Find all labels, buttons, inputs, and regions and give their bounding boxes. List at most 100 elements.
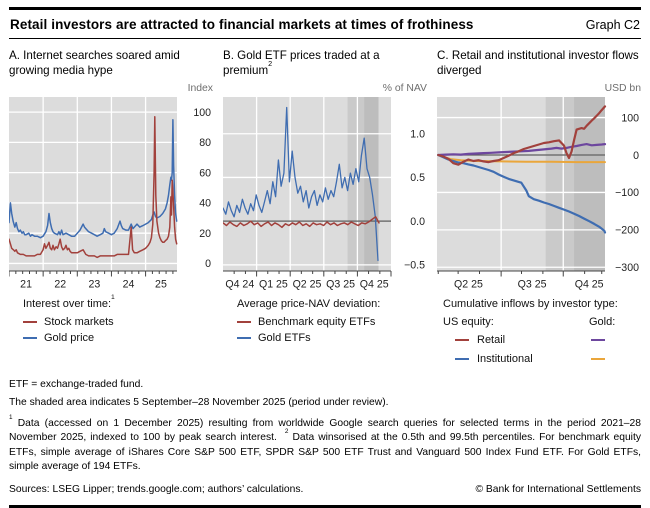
panel-c-title: C. Retail and institutional investor flo…: [437, 48, 641, 79]
etf-definition-note: ETF = exchange-traded fund.: [9, 379, 144, 390]
benchmark-equity-etfs-swatch: [237, 320, 251, 323]
panel-a-legend: Interest over time:1 Stock markets Gold …: [23, 294, 213, 347]
footnotes-paragraph: 1 Data (accessed on 1 December 2025) res…: [9, 413, 641, 475]
gold-price-swatch: [23, 337, 37, 340]
sources-row: Sources: LSEG Lipper; trends.google.com;…: [9, 483, 641, 497]
gold-institutional-swatch: [591, 357, 605, 360]
series-benchmark-equity-etfs: [223, 216, 380, 229]
us-equity-retail-swatch: [455, 339, 469, 342]
shaded-review-period: [347, 97, 365, 271]
panel-b-legend: Average price-NAV deviation: Benchmark e…: [237, 296, 427, 347]
y-axis-tick-label: 0.0: [410, 216, 425, 228]
panels-container: A. Internet searches soared amid growing…: [9, 48, 641, 367]
copyright-text: © Bank for International Settlements: [475, 484, 641, 496]
footnote-2-marker: 2: [284, 427, 289, 435]
title-row: Retail investors are attracted to financ…: [9, 10, 641, 38]
y-axis-tick-label: 20: [199, 228, 211, 240]
x-axis-tick-label: Q4 25: [575, 279, 604, 291]
x-axis-tick-label: Q1 25: [259, 279, 288, 291]
title-divider: [9, 38, 641, 39]
retail-label: Retail: [477, 334, 506, 346]
y-axis-tick-label: −200: [615, 225, 639, 237]
shaded-review-period: [574, 97, 605, 271]
y-axis-tick-label: −300: [615, 262, 639, 274]
y-axis-tick-label: −100: [615, 187, 639, 199]
panel-b-title-sup: 2: [268, 58, 273, 68]
panel-a-legend-header-text: Interest over time:: [23, 298, 112, 310]
panel-b-legend-header-text: Average price-NAV deviation:: [237, 298, 381, 310]
y-axis-tick-label: 1.0: [410, 129, 425, 141]
panel-c-title-text: C. Retail and institutional investor flo…: [437, 49, 639, 78]
bottom-rule: [9, 504, 641, 508]
x-axis-tick-label: Q3 25: [326, 279, 355, 291]
footnote-2-text: Data winsorised at the 0.5th and 99.5th …: [9, 432, 641, 473]
graph-number: Graph C2: [585, 18, 640, 32]
panel-b-unit-label: % of NAV: [382, 83, 427, 94]
series-stock-markets: [9, 115, 178, 259]
panel-b-chart: −0.5 0.0 0.5 1.0 Q4 24 Q1 25 Q2 25 Q3 25 Q4 25: [223, 97, 425, 291]
footnote-1-text: Data (accessed on 1 December 2025) resul…: [9, 417, 641, 444]
graph-sheet: Retail investors are attracted to financ…: [9, 7, 641, 508]
series-us-equity-institutional: [437, 153, 607, 234]
y-axis-tick-label: 80: [199, 137, 211, 149]
legend-item-stock-markets: Stock markets: [23, 314, 213, 331]
panel-a-title: A. Internet searches soared amid growing…: [9, 48, 213, 79]
x-axis-tick-label: Q2 25: [454, 279, 483, 291]
y-axis-tick-label: 0.5: [410, 172, 425, 184]
us-equity-column-header: US equity:: [443, 315, 494, 328]
gold-column-header: Gold:: [589, 315, 616, 328]
x-axis-tick-label: Q4 24: [225, 279, 254, 291]
series-gold-etfs: [223, 106, 379, 262]
gold-etfs-label: Gold ETFs: [258, 332, 311, 344]
series-us-equity-retail: [437, 105, 607, 166]
panel-b-legend-header: Average price-NAV deviation:: [237, 296, 427, 313]
panel-c-legend-header: Cumulative inflows by investor type:: [443, 298, 618, 310]
series-gold-retail: [437, 142, 607, 157]
gold-retail-swatch: [591, 339, 605, 342]
legend-item-benchmark-equity-etfs: Benchmark equity ETFs: [237, 314, 427, 331]
x-axis-tick-label: 24: [123, 279, 135, 291]
top-rule: [9, 7, 641, 10]
stock-markets-swatch: [23, 320, 37, 323]
y-axis-tick-label: 0: [205, 258, 211, 270]
institutional-label: Institutional: [477, 352, 533, 365]
x-axis-tick-label: Q4 25: [360, 279, 389, 291]
panel-a-unit-label: Index: [187, 83, 213, 94]
panel-c-chart: −300 −200 −100 0 100 Q2 25 Q3 25 Q4 25: [437, 97, 639, 291]
panel-c: C. Retail and institutional investor flo…: [437, 48, 641, 367]
panel-a-title-text: A. Internet searches soared amid growing…: [9, 49, 180, 78]
gold-etfs-swatch: [237, 337, 251, 340]
panel-a-legend-header: Interest over time:1: [23, 294, 213, 313]
y-axis-tick-label: 100: [621, 112, 639, 124]
panel-a-legend-header-sup: 1: [111, 294, 115, 302]
shaded-review-period: [545, 97, 575, 271]
x-axis-tick-label: Q3 25: [518, 279, 547, 291]
y-axis-tick-label: 40: [199, 198, 211, 210]
panel-a: A. Internet searches soared amid growing…: [9, 48, 213, 367]
x-axis-tick-label: Q2 25: [293, 279, 322, 291]
y-axis-tick-label: 0: [633, 150, 639, 162]
benchmark-equity-etfs-label: Benchmark equity ETFs: [258, 315, 376, 328]
panel-a-chart: 0 20 40 60 80 100 21 22 23 24 25: [9, 97, 211, 291]
stock-markets-label: Stock markets: [44, 315, 114, 328]
legend-item-gold-price: Gold price: [23, 330, 213, 347]
x-axis-tick-label: 22: [54, 279, 66, 291]
x-axis-tick-label: 25: [155, 279, 167, 291]
us-equity-institutional-swatch: [455, 357, 469, 360]
y-axis-tick-label: −0.5: [404, 260, 425, 272]
footnote-1-marker: 1: [9, 413, 13, 421]
x-axis-tick-label: 21: [20, 279, 32, 291]
panel-b: B. Gold ETF prices traded at a premium2 …: [223, 48, 427, 367]
panel-b-title-text: B. Gold ETF prices traded at a premium: [223, 49, 380, 78]
legend-item-gold-etfs: Gold ETFs: [237, 330, 427, 347]
gold-price-label: Gold price: [44, 332, 95, 344]
panel-c-legend: Cumulative inflows by investor type: US …: [443, 296, 641, 367]
y-axis-tick-label: 100: [193, 107, 211, 119]
sources-text: Sources: LSEG Lipper; trends.google.com;…: [9, 484, 304, 496]
y-axis-tick-label: 60: [199, 167, 211, 179]
panel-c-legend-grid: US equity: Gold: Retail Institutional: [443, 314, 641, 368]
shaded-area-note: The shaded area indicates 5 September–28…: [9, 397, 389, 409]
panel-b-title: B. Gold ETF prices traded at a premium2: [223, 48, 427, 79]
panel-c-unit-label: USD bn: [604, 83, 641, 94]
graph-title: Retail investors are attracted to financ…: [10, 17, 474, 32]
